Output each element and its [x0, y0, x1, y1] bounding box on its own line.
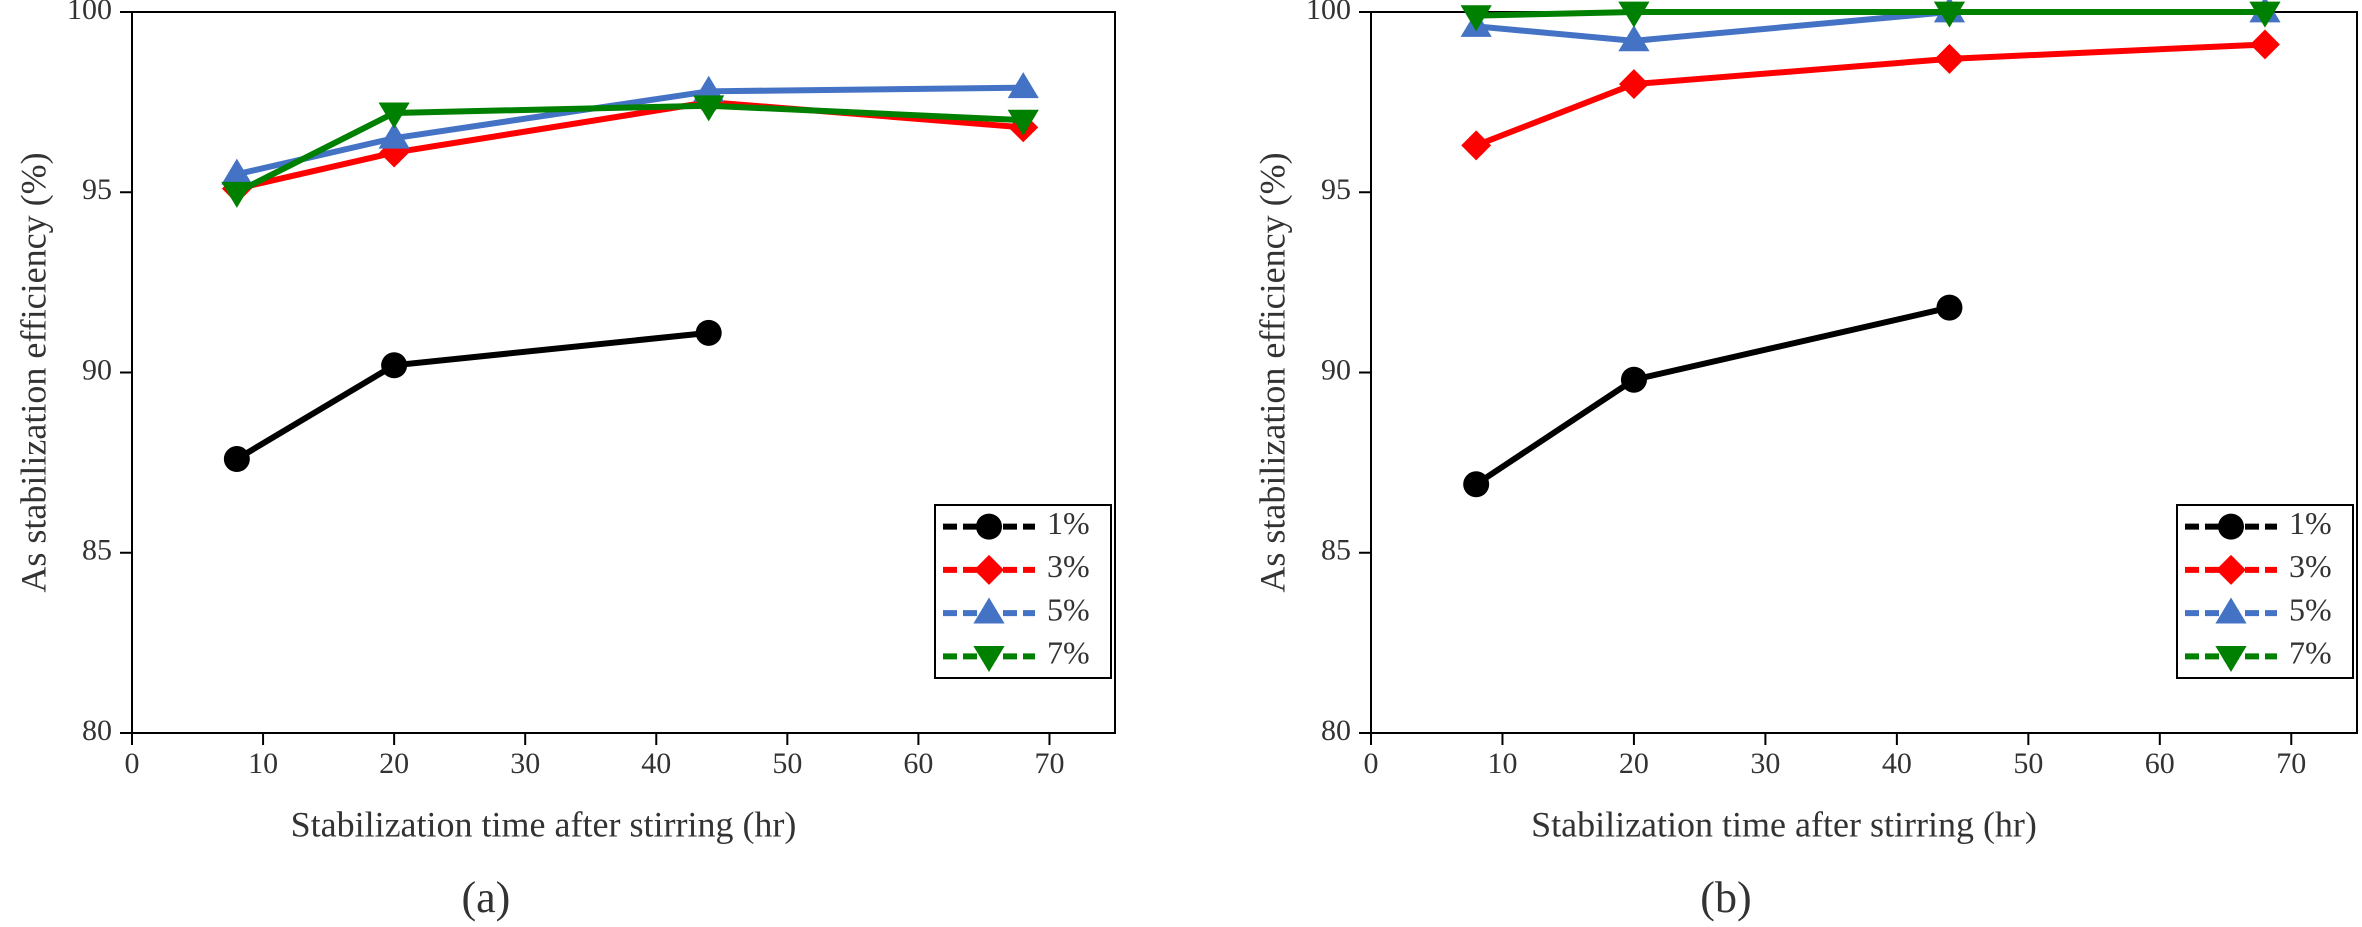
point	[1620, 366, 1647, 393]
legend-label: 3%	[1047, 548, 1090, 584]
y-tick-label: 85	[1321, 534, 1351, 567]
y-tick-label: 100	[67, 0, 112, 26]
chart: 0 10 20 30 40 50 60 70 80 85 90 95 100 Stabilization …	[13, 0, 1116, 922]
legend-marker	[2218, 513, 2244, 540]
point	[379, 137, 410, 168]
caption: (b)	[1700, 873, 1751, 922]
point	[695, 319, 722, 346]
y-tick-label: 90	[82, 353, 112, 386]
legend-marker	[976, 513, 1002, 540]
point	[378, 102, 410, 129]
point	[2249, 1, 2281, 28]
y-tick-label: 95	[1321, 173, 1351, 206]
series-line	[1474, 304, 1951, 487]
point	[1618, 1, 1650, 28]
x-tick-label: 10	[248, 747, 278, 780]
series-line	[1476, 9, 2265, 19]
x-tick-label: 70	[1034, 747, 1064, 780]
y-axis-label: As stabilization efficiency (%)	[1252, 152, 1292, 592]
x-axis-label: Stabilization time after stirring (hr)	[1531, 804, 2037, 844]
y-tick-label: 80	[82, 714, 112, 747]
y-tick-label: 100	[1306, 0, 1351, 26]
series-line	[235, 329, 710, 462]
point	[693, 75, 725, 102]
y-tick-label: 80	[1321, 714, 1351, 747]
legend-marker	[2215, 597, 2247, 624]
legend-marker	[973, 597, 1005, 624]
legend-label: 1%	[1047, 505, 1090, 541]
point	[378, 122, 410, 149]
point	[693, 95, 725, 122]
legend-marker	[974, 554, 1004, 585]
point	[1007, 109, 1039, 136]
x-tick-label: 0	[1364, 747, 1379, 780]
x-tick-label: 40	[1882, 747, 1912, 780]
x-tick-label: 60	[2145, 747, 2175, 780]
point	[1618, 69, 1649, 100]
chart: 0 10 20 30 40 50 60 70 80 85 90 95 100 Stabilization …	[1252, 0, 2358, 922]
x-tick-label: 20	[1619, 747, 1649, 780]
x-tick-label: 10	[1487, 747, 1517, 780]
y-tick-label: 85	[82, 534, 112, 567]
x-tick-label: 70	[2276, 747, 2306, 780]
point	[1463, 471, 1490, 498]
legend-label: 7%	[2289, 635, 2332, 671]
series-line	[235, 102, 1024, 195]
x-tick-label: 40	[641, 747, 671, 780]
x-tick-label: 50	[2013, 747, 2043, 780]
x-tick-label: 0	[125, 747, 140, 780]
point	[221, 158, 253, 185]
legend-label: 1%	[2289, 505, 2332, 541]
point	[1933, 1, 1966, 28]
legend-marker	[2215, 645, 2247, 672]
point	[1936, 294, 1963, 321]
x-tick-label: 30	[510, 747, 540, 780]
legend-box	[934, 504, 1112, 679]
point	[223, 446, 250, 473]
legend-marker	[973, 645, 1005, 672]
x-tick-label: 50	[772, 747, 802, 780]
x-tick-label: 30	[1750, 747, 1780, 780]
caption: (a)	[461, 873, 510, 922]
point	[221, 181, 253, 208]
point	[1618, 25, 1650, 52]
x-axis-label: Stabilization time after stirring (hr)	[291, 804, 797, 844]
point	[1460, 5, 1492, 32]
legend-box	[2176, 504, 2354, 679]
point	[1007, 72, 1039, 99]
series-line	[1475, 9, 2265, 44]
point	[1461, 130, 1492, 161]
series-line	[1475, 41, 2266, 149]
y-tick-label: 90	[1321, 353, 1351, 386]
point	[381, 352, 408, 379]
point	[1934, 43, 1965, 74]
legend-marker	[2216, 554, 2246, 585]
point	[2250, 29, 2280, 60]
legend-label: 5%	[1047, 591, 1090, 627]
x-tick-label: 60	[903, 747, 933, 780]
y-axis-label: As stabilization efficiency (%)	[13, 152, 53, 592]
y-tick-label: 95	[82, 173, 112, 206]
legend-label: 5%	[2289, 591, 2332, 627]
legend-label: 7%	[1047, 635, 1090, 671]
series-line	[236, 84, 1024, 178]
legend-label: 3%	[2289, 548, 2332, 584]
x-tick-label: 20	[379, 747, 409, 780]
